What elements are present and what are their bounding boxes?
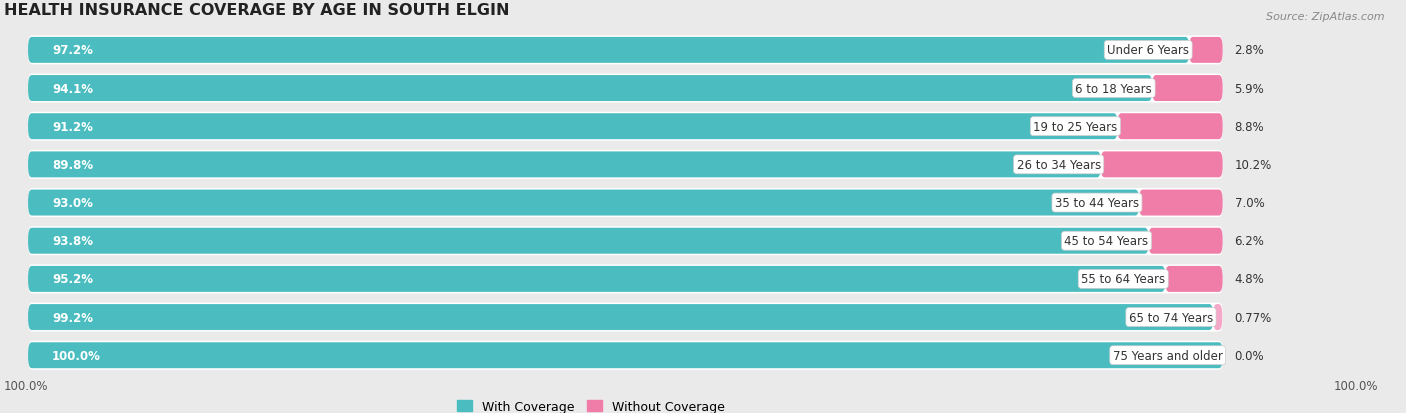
FancyBboxPatch shape: [28, 228, 1149, 254]
Text: 6.2%: 6.2%: [1234, 235, 1264, 248]
Text: 100.0%: 100.0%: [52, 349, 101, 362]
Text: 8.8%: 8.8%: [1234, 121, 1264, 133]
Text: 10.2%: 10.2%: [1234, 159, 1272, 171]
FancyBboxPatch shape: [1189, 38, 1223, 64]
FancyBboxPatch shape: [1166, 266, 1223, 292]
FancyBboxPatch shape: [28, 76, 1152, 102]
Text: 4.8%: 4.8%: [1234, 273, 1264, 286]
Text: 0.77%: 0.77%: [1234, 311, 1271, 324]
Text: 91.2%: 91.2%: [52, 121, 93, 133]
FancyBboxPatch shape: [28, 38, 1189, 64]
FancyBboxPatch shape: [1149, 228, 1223, 254]
FancyBboxPatch shape: [28, 190, 1139, 216]
Text: 19 to 25 Years: 19 to 25 Years: [1033, 121, 1118, 133]
FancyBboxPatch shape: [28, 266, 1166, 292]
Text: 94.1%: 94.1%: [52, 82, 93, 95]
FancyBboxPatch shape: [28, 152, 1101, 178]
Text: 100.0%: 100.0%: [4, 380, 49, 392]
Text: 7.0%: 7.0%: [1234, 197, 1264, 209]
FancyBboxPatch shape: [28, 112, 1223, 141]
Text: 5.9%: 5.9%: [1234, 82, 1264, 95]
FancyBboxPatch shape: [28, 304, 1213, 330]
Text: 0.0%: 0.0%: [1234, 349, 1264, 362]
FancyBboxPatch shape: [28, 227, 1223, 256]
Text: 6 to 18 Years: 6 to 18 Years: [1076, 82, 1152, 95]
FancyBboxPatch shape: [28, 74, 1223, 103]
Text: 93.0%: 93.0%: [52, 197, 93, 209]
Text: 35 to 44 Years: 35 to 44 Years: [1054, 197, 1139, 209]
Text: 100.0%: 100.0%: [1333, 380, 1378, 392]
Text: 93.8%: 93.8%: [52, 235, 93, 248]
FancyBboxPatch shape: [1118, 114, 1223, 140]
Text: 75 Years and older: 75 Years and older: [1112, 349, 1223, 362]
Text: 97.2%: 97.2%: [52, 44, 93, 57]
FancyBboxPatch shape: [28, 342, 1223, 368]
Text: 55 to 64 Years: 55 to 64 Years: [1081, 273, 1166, 286]
Text: Source: ZipAtlas.com: Source: ZipAtlas.com: [1267, 12, 1385, 22]
FancyBboxPatch shape: [1101, 152, 1223, 178]
FancyBboxPatch shape: [28, 114, 1118, 140]
Text: 26 to 34 Years: 26 to 34 Years: [1017, 159, 1101, 171]
Legend: With Coverage, Without Coverage: With Coverage, Without Coverage: [457, 400, 725, 413]
FancyBboxPatch shape: [1139, 190, 1223, 216]
Text: HEALTH INSURANCE COVERAGE BY AGE IN SOUTH ELGIN: HEALTH INSURANCE COVERAGE BY AGE IN SOUT…: [4, 3, 509, 18]
Text: 99.2%: 99.2%: [52, 311, 93, 324]
Text: Under 6 Years: Under 6 Years: [1107, 44, 1189, 57]
FancyBboxPatch shape: [28, 265, 1223, 294]
FancyBboxPatch shape: [28, 341, 1223, 370]
FancyBboxPatch shape: [1213, 304, 1222, 330]
Text: 2.8%: 2.8%: [1234, 44, 1264, 57]
Text: 95.2%: 95.2%: [52, 273, 93, 286]
Text: 45 to 54 Years: 45 to 54 Years: [1064, 235, 1149, 248]
FancyBboxPatch shape: [1152, 76, 1223, 102]
FancyBboxPatch shape: [28, 150, 1223, 179]
Text: 89.8%: 89.8%: [52, 159, 93, 171]
FancyBboxPatch shape: [28, 303, 1223, 332]
FancyBboxPatch shape: [28, 36, 1223, 65]
Text: 65 to 74 Years: 65 to 74 Years: [1129, 311, 1213, 324]
FancyBboxPatch shape: [28, 189, 1223, 218]
